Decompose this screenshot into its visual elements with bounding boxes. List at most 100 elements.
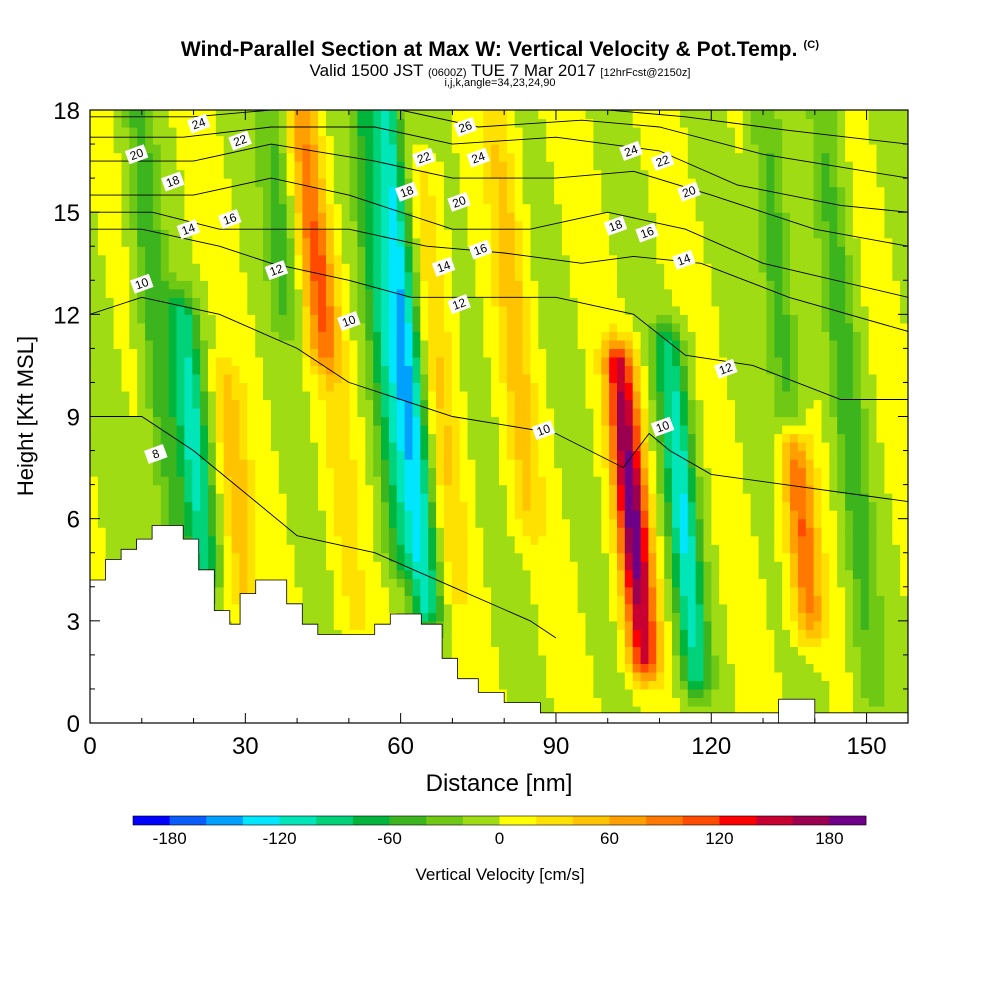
heatmap-cell bbox=[577, 416, 587, 426]
heatmap-cell bbox=[129, 510, 138, 520]
heatmap-cell bbox=[766, 561, 775, 571]
heatmap-cell bbox=[797, 552, 807, 562]
heatmap-cell bbox=[695, 637, 705, 648]
heatmap-cell bbox=[294, 476, 303, 486]
heatmap-cell bbox=[152, 331, 162, 341]
heatmap-cell bbox=[742, 510, 752, 520]
heatmap-cell bbox=[884, 442, 893, 452]
heatmap-cell bbox=[318, 314, 327, 324]
heatmap-cell bbox=[711, 391, 720, 401]
heatmap-cell bbox=[695, 578, 705, 588]
heatmap-cell bbox=[640, 339, 650, 350]
heatmap-cell bbox=[451, 637, 461, 648]
heatmap-cell bbox=[530, 501, 539, 511]
heatmap-cell bbox=[255, 314, 264, 324]
heatmap-cell bbox=[727, 416, 736, 426]
heatmap-cell bbox=[845, 484, 854, 494]
heatmap-cell bbox=[852, 544, 862, 554]
heatmap-cell bbox=[821, 569, 830, 579]
heatmap-cell bbox=[585, 637, 594, 648]
heatmap-cell bbox=[105, 552, 115, 562]
heatmap-cell bbox=[105, 518, 115, 528]
heatmap-cell bbox=[357, 578, 366, 588]
heatmap-cell bbox=[459, 348, 469, 358]
heatmap-cell bbox=[766, 535, 775, 545]
heatmap-cell bbox=[593, 569, 602, 579]
heatmap-cell bbox=[168, 399, 178, 409]
heatmap-cell bbox=[585, 373, 594, 384]
heatmap-cell bbox=[467, 339, 476, 350]
heatmap-cell bbox=[601, 544, 610, 554]
heatmap-cell bbox=[483, 612, 492, 622]
heatmap-cell bbox=[837, 654, 846, 665]
heatmap-cell bbox=[475, 425, 484, 435]
heatmap-cell bbox=[884, 527, 893, 537]
heatmap-cell bbox=[687, 552, 697, 562]
heatmap-cell bbox=[750, 603, 760, 613]
heatmap-cell bbox=[860, 646, 870, 656]
heatmap-cell bbox=[302, 578, 311, 588]
heatmap-cell bbox=[443, 408, 453, 418]
heatmap-cell bbox=[813, 425, 823, 435]
heatmap-cell bbox=[687, 373, 697, 384]
heatmap-cell bbox=[750, 663, 760, 673]
heatmap-cell bbox=[388, 484, 398, 494]
heatmap-cell bbox=[255, 373, 264, 384]
heatmap-cell bbox=[711, 356, 720, 367]
heatmap-cell bbox=[632, 322, 642, 332]
heatmap-cell bbox=[829, 680, 838, 690]
heatmap-cell bbox=[742, 586, 752, 596]
heatmap-cell bbox=[522, 663, 532, 673]
heatmap-cell bbox=[727, 484, 736, 494]
heatmap-cell bbox=[821, 331, 830, 341]
heatmap-cell bbox=[672, 603, 681, 613]
heatmap-cell bbox=[679, 322, 689, 332]
heatmap-cell bbox=[499, 493, 508, 503]
heatmap-cell bbox=[805, 569, 815, 579]
heatmap-cell bbox=[349, 561, 359, 571]
heatmap-cell bbox=[632, 416, 642, 426]
heatmap-cell bbox=[168, 484, 178, 494]
heatmap-cell bbox=[648, 484, 657, 494]
heatmap-cell bbox=[546, 612, 555, 622]
heatmap-cell bbox=[514, 612, 524, 622]
heatmap-cell bbox=[624, 416, 634, 426]
heatmap-cell bbox=[192, 518, 201, 528]
heatmap-cell bbox=[333, 416, 343, 426]
heatmap-cell bbox=[326, 552, 335, 562]
heatmap-cell bbox=[208, 416, 217, 426]
heatmap-cell bbox=[546, 535, 555, 545]
heatmap-cell bbox=[703, 450, 712, 460]
heatmap-cell bbox=[522, 391, 532, 401]
heatmap-cell bbox=[420, 586, 429, 596]
heatmap-cell bbox=[302, 595, 311, 605]
heatmap-cell bbox=[231, 450, 241, 460]
heatmap-cell bbox=[373, 339, 382, 350]
heatmap-cell bbox=[137, 382, 146, 392]
heatmap-cell bbox=[829, 706, 838, 716]
heatmap-cell bbox=[719, 391, 728, 401]
heatmap-cell bbox=[412, 348, 421, 358]
heatmap-cell bbox=[554, 561, 563, 571]
heatmap-cell bbox=[428, 442, 437, 452]
heatmap-cell bbox=[373, 331, 382, 341]
heatmap-cell bbox=[860, 612, 870, 622]
heatmap-cell bbox=[593, 450, 602, 460]
heatmap-cell bbox=[750, 586, 760, 596]
heatmap-cell bbox=[373, 442, 382, 452]
heatmap-cell bbox=[443, 518, 453, 528]
heatmap-cell bbox=[129, 535, 138, 545]
heatmap-cell bbox=[113, 552, 123, 562]
heatmap-cell bbox=[491, 356, 500, 367]
heatmap-cell bbox=[561, 373, 571, 384]
heatmap-cell bbox=[837, 510, 846, 520]
heatmap-cell bbox=[459, 450, 469, 460]
heatmap-cell bbox=[286, 510, 296, 520]
heatmap-cell bbox=[176, 314, 185, 324]
heatmap-cell bbox=[790, 637, 799, 648]
heatmap-cell bbox=[145, 493, 154, 503]
heatmap-cell bbox=[852, 680, 862, 690]
heatmap-cell bbox=[569, 382, 579, 392]
heatmap-cell bbox=[860, 544, 870, 554]
heatmap-cell bbox=[687, 331, 697, 341]
